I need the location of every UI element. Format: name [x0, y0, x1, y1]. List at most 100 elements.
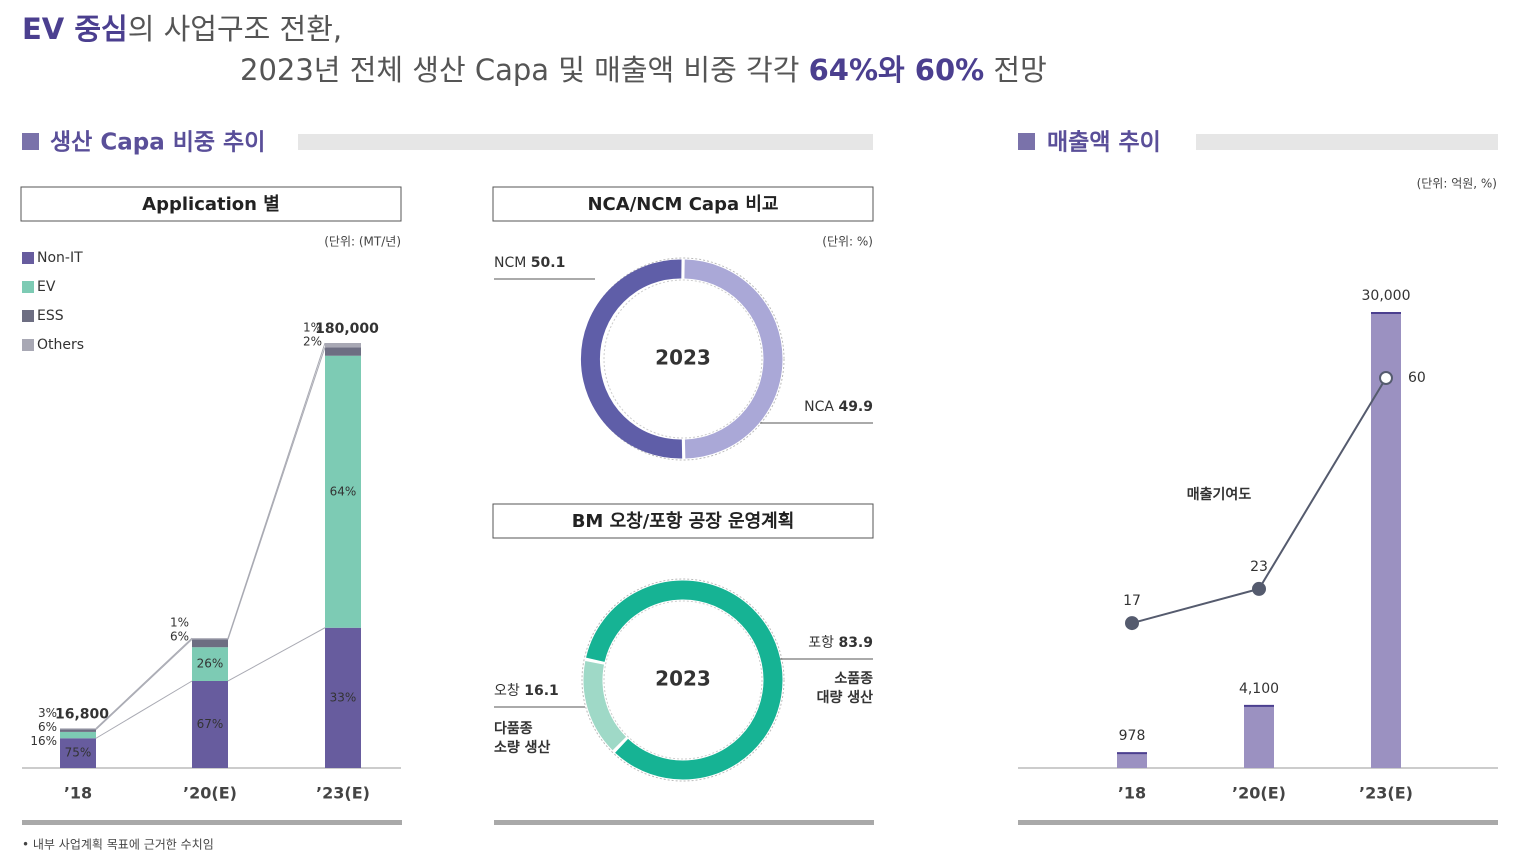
- bar-segment: [192, 680, 228, 768]
- connector: [95, 637, 193, 729]
- donut-slice: [586, 580, 783, 780]
- legend-swatch: [22, 310, 34, 322]
- line-point: [1125, 616, 1139, 631]
- slice-note: 소량 생산: [494, 739, 551, 756]
- series-label: 매출기여도: [1187, 486, 1252, 503]
- slice-label: 포항 83.9: [808, 635, 873, 651]
- box: [492, 186, 874, 222]
- slice-note: 다품종: [494, 721, 533, 737]
- unit: (단위: (MT/년): [324, 235, 401, 249]
- legend-swatch: [22, 339, 34, 351]
- section-icon: [22, 133, 39, 150]
- bar-label: 4,100: [1239, 681, 1279, 697]
- box: [20, 186, 402, 222]
- slice-name: 포항: [808, 635, 834, 651]
- bar: [1371, 313, 1401, 768]
- slice-value: 49.9: [838, 399, 873, 415]
- slice-label: NCM 50.1: [494, 255, 565, 271]
- x-tick-label: ’20(E): [1232, 784, 1286, 803]
- box: [492, 503, 874, 539]
- total-label: 16,800: [55, 706, 109, 722]
- slice-note: 대량 생산: [817, 689, 874, 706]
- rule: [22, 820, 402, 825]
- connector: [227, 627, 326, 682]
- segment-label: 64%: [330, 484, 357, 498]
- legend-label: EV: [37, 279, 56, 295]
- footnote: • 내부 사업계획 목표에 근거한 수치임: [22, 838, 214, 852]
- donut-slice: [580, 259, 683, 459]
- x-tick-label: ’23(E): [1359, 784, 1413, 803]
- unit: (단위: %): [822, 235, 873, 249]
- line-label: 23: [1250, 559, 1268, 575]
- line-label: 60: [1408, 370, 1426, 386]
- bar-segment: [60, 728, 96, 730]
- total-label: 180,000: [315, 321, 379, 337]
- slice-value: 16.1: [524, 683, 559, 699]
- bar-label: 978: [1119, 728, 1146, 744]
- slice-label: 오창 16.1: [494, 683, 559, 699]
- bar-segment: [60, 731, 96, 739]
- unit: (단위: 억원, %): [1417, 177, 1497, 191]
- bar-segment: [60, 729, 96, 732]
- connector: [95, 680, 193, 739]
- line-point: [1252, 581, 1266, 596]
- segment-label: 2%: [303, 335, 322, 349]
- bar: [1244, 705, 1274, 768]
- bar-label: 30,000: [1362, 288, 1411, 304]
- bar-segment: [325, 627, 361, 768]
- bar-segment: [60, 738, 96, 768]
- outline: [603, 600, 763, 760]
- title-strong: 64%와 60%: [809, 53, 985, 87]
- chart-title: Application 별: [142, 194, 280, 215]
- segment-label: 75%: [65, 746, 92, 760]
- title-text: 의 사업구조 전환,: [128, 12, 342, 46]
- rule: [494, 820, 874, 825]
- chart-title: BM 오창/포항 공장 운영계획: [572, 511, 795, 532]
- bar-segment: [192, 647, 228, 681]
- legend-label: Non-IT: [37, 250, 83, 266]
- title-strong: EV 중심: [22, 12, 128, 46]
- segment-label: 1%: [303, 321, 322, 335]
- section-bar: [298, 134, 873, 150]
- x-tick-label: ’23(E): [316, 784, 370, 803]
- connector: [95, 639, 193, 730]
- segment-label: 3%: [38, 706, 57, 720]
- connector: [227, 342, 326, 639]
- slice-name: NCA: [804, 399, 834, 415]
- bar-segment: [192, 639, 228, 648]
- section-bar: [1196, 134, 1498, 150]
- rule: [1018, 820, 1498, 825]
- title-text: 전망: [984, 53, 1047, 87]
- slice-label: NCA 49.9: [804, 399, 873, 415]
- chart-title: NCA/NCM Capa 비교: [587, 194, 778, 215]
- segment-label: 6%: [170, 630, 189, 644]
- donut-slice: [583, 661, 627, 751]
- segment-label: 33%: [330, 690, 357, 704]
- bar-segment: [325, 343, 361, 348]
- segment-label: 16%: [30, 734, 57, 748]
- segment-label: 6%: [38, 720, 57, 734]
- x-tick-label: ’18: [64, 784, 92, 803]
- bar-segment: [192, 638, 228, 640]
- bar-segment: [325, 347, 361, 356]
- segment-label: 26%: [197, 657, 224, 671]
- outline: [581, 578, 785, 782]
- outline: [603, 279, 763, 439]
- segment-label: 67%: [197, 717, 224, 731]
- line-point: [1379, 371, 1393, 385]
- section-icon: [1018, 133, 1035, 150]
- legend-swatch: [22, 281, 34, 293]
- bar-segment: [325, 355, 361, 628]
- title-line-1: EV 중심의 사업구조 전환,: [22, 12, 342, 46]
- legend-label: Others: [37, 337, 84, 353]
- legend-swatch: [22, 252, 34, 264]
- slice-value: 50.1: [531, 255, 566, 271]
- donut-slice: [684, 259, 783, 459]
- slice-value: 83.9: [838, 635, 873, 651]
- section-title: 생산 Capa 비중 추이: [50, 130, 265, 156]
- section-title: 매출액 추이: [1047, 130, 1161, 156]
- bar: [1117, 753, 1147, 768]
- slice-note: 소품종: [834, 671, 873, 687]
- slice-name: 오창: [494, 683, 520, 699]
